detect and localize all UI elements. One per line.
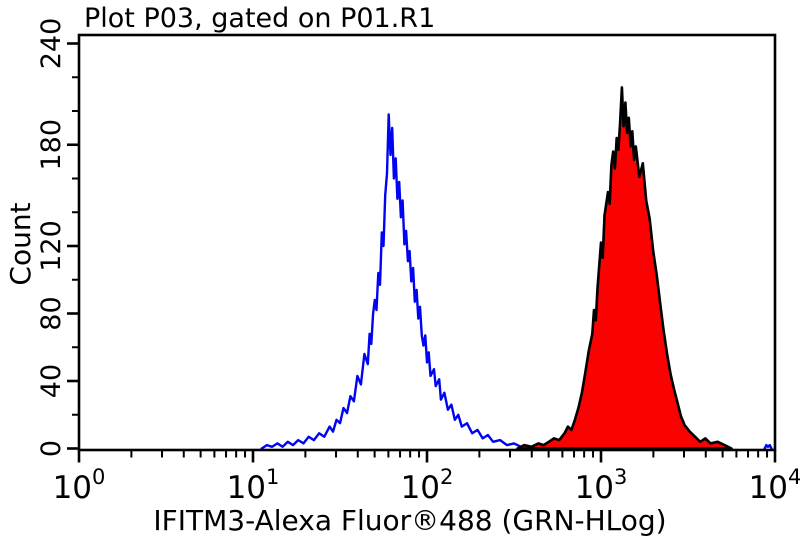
y-tick-label: 120 bbox=[36, 220, 67, 272]
x-axis-ticks bbox=[77, 450, 777, 463]
x-tick-labels: 100 101 102 103 104 bbox=[53, 465, 800, 506]
x-tick-label: 102 bbox=[401, 465, 454, 506]
curves-layer bbox=[260, 86, 773, 450]
x-tick-label: 104 bbox=[749, 465, 800, 506]
x-tick-label: 100 bbox=[53, 465, 106, 506]
y-axis-ticks bbox=[67, 42, 79, 450]
x-axis-title: IFITM3-Alexa Fluor®488 (GRN-HLog) bbox=[153, 504, 666, 537]
red-filled-histogram-curve bbox=[516, 86, 733, 450]
y-tick-label: 0 bbox=[36, 440, 67, 457]
x-tick-label: 103 bbox=[575, 465, 628, 506]
y-tick-label: 40 bbox=[36, 364, 67, 398]
y-tick-labels: 0 40 80 120 180 240 bbox=[36, 18, 67, 457]
blue-open-histogram-curve bbox=[260, 113, 530, 450]
blue-baseline-speck-curve bbox=[763, 443, 773, 450]
plot-title: Plot P03, gated on P01.R1 bbox=[84, 3, 435, 34]
y-tick-label: 180 bbox=[36, 119, 67, 171]
y-tick-label: 80 bbox=[36, 296, 67, 330]
x-tick-label: 101 bbox=[227, 465, 280, 506]
y-axis-title: Count bbox=[4, 202, 37, 285]
y-tick-label: 240 bbox=[36, 18, 67, 70]
